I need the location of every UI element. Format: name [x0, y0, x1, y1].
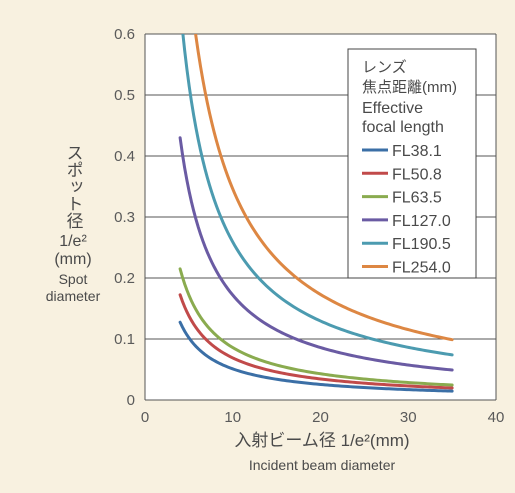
y-label-en-2: diameter: [46, 288, 101, 304]
y-tick-label: 0.1: [114, 331, 135, 348]
legend-entry-label: FL50.8: [392, 166, 442, 183]
axes: [144, 34, 497, 401]
legend-entry-label: FL190.5: [392, 236, 451, 253]
series-lines: [178, 34, 454, 393]
x-axis-label: 入射ビーム径 1/e²(mm) Incident beam diameter: [234, 431, 409, 473]
legend-entry-label: FL63.5: [392, 190, 442, 207]
y-axis-label: スポット径 1/e² (mm) Spot diameter: [46, 144, 101, 304]
legend-title-ja-2: 焦点距離(mm): [362, 78, 457, 96]
series-line-fl38-1: [178, 320, 454, 393]
x-label-ja: 入射ビーム径 1/e²(mm): [234, 431, 409, 450]
series-line-fl190-5: [181, 34, 454, 357]
x-label-en: Incident beam diameter: [249, 457, 396, 473]
legend-entry-label: FL38.1: [392, 143, 442, 160]
legend: レンズ 焦点距離(mm) Effective focal length FL38…: [347, 48, 477, 279]
y-tick-label: 0.5: [114, 87, 135, 104]
x-tick-label: 40: [488, 409, 505, 426]
x-tick-label: 10: [224, 409, 241, 426]
y-label-en-1: Spot: [59, 271, 88, 287]
legend-title-en-2: focal length: [362, 119, 444, 136]
x-tick-label: 30: [400, 409, 417, 426]
legend-box: [347, 48, 477, 279]
series-line-fl127-0: [178, 136, 454, 372]
y-label-ja-1: スポット径: [64, 144, 84, 229]
x-tick-label: 0: [141, 409, 149, 426]
series-line-fl50-8: [178, 293, 454, 390]
series-line-fl63-5: [178, 267, 454, 387]
legend-title-ja-1: レンズ: [362, 59, 407, 76]
y-tick-label: 0.3: [114, 209, 135, 226]
legend-entry-label: FL254.0: [392, 260, 451, 277]
y-tick-labels: 0 0.1 0.2 0.3 0.4 0.5 0.6: [114, 26, 135, 409]
legend-title-en-1: Effective: [362, 100, 423, 117]
y-tick-label: 0.4: [114, 148, 135, 165]
y-tick-label: 0.6: [114, 26, 135, 43]
x-tick-labels: 0 10 20 30 40: [141, 409, 505, 426]
legend-entry-label: FL127.0: [392, 213, 451, 230]
x-tick-label: 20: [312, 409, 329, 426]
y-label-ja-3: (mm): [54, 251, 91, 268]
y-label-ja-2: 1/e²: [59, 233, 87, 250]
series-line-fl254-0: [194, 34, 454, 342]
y-tick-label: 0.2: [114, 270, 135, 287]
y-tick-label: 0: [127, 392, 135, 409]
